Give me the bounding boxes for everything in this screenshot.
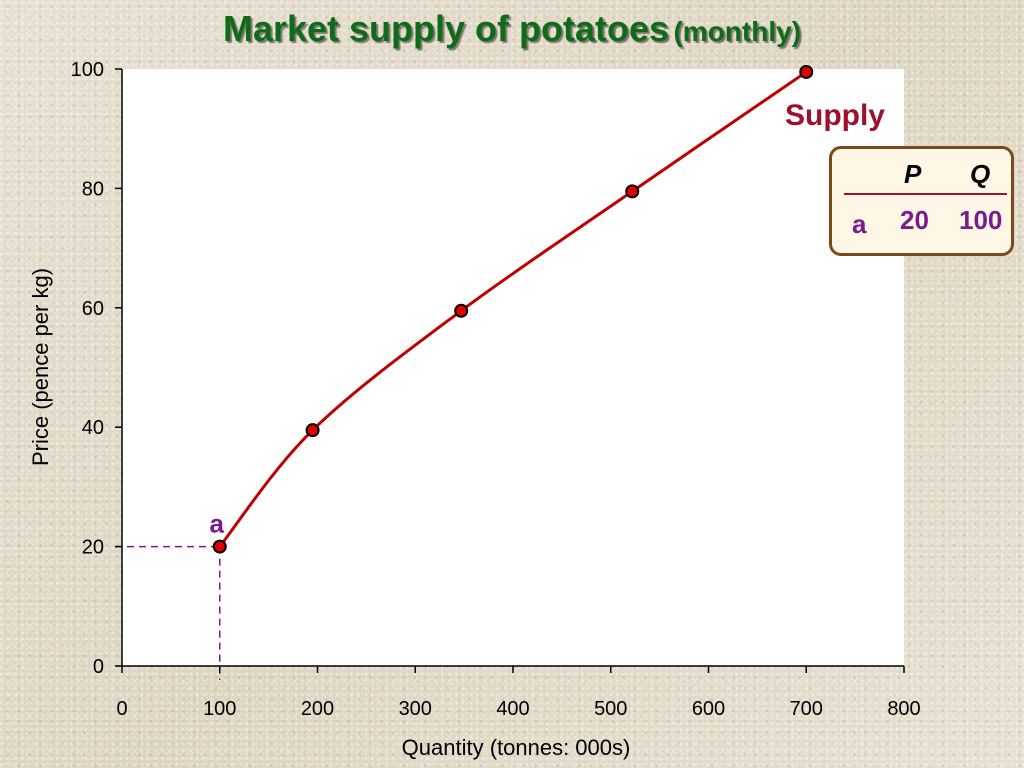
data-points	[212, 64, 814, 554]
table-cell-p: 20	[900, 205, 929, 235]
y-tick-label: 40	[82, 417, 104, 439]
data-point	[799, 64, 814, 79]
pq-table: P Q a 20 100	[829, 146, 1014, 256]
data-point	[625, 184, 640, 199]
x-tick-label: 800	[887, 698, 920, 720]
x-tick-label: 400	[496, 698, 529, 720]
y-axis-ticks: 0 20 40 60 80 100	[71, 59, 122, 678]
table-row-label: a	[852, 209, 867, 239]
x-tick-label: 500	[594, 698, 627, 720]
guide-lines	[115, 545, 221, 680]
point-label-a: a	[210, 509, 225, 539]
x-axis-ticks: 0 100 200 300 400 500 600 700 800	[116, 666, 921, 720]
plot-area	[122, 69, 904, 666]
y-tick-label: 100	[71, 59, 104, 81]
table-cell-q: 100	[959, 205, 1003, 235]
x-tick-label: 600	[692, 698, 725, 720]
y-tick-label: 80	[82, 178, 104, 200]
page-title: Market supply of potatoes (monthly)	[0, 8, 1024, 50]
x-tick-label: 700	[790, 698, 823, 720]
table-header-p: P	[904, 159, 922, 189]
table-divider	[844, 193, 1007, 195]
x-tick-label: 0	[116, 698, 127, 720]
title-sub: (monthly)	[673, 16, 802, 47]
y-tick-label: 20	[82, 537, 104, 559]
x-tick-label: 300	[399, 698, 432, 720]
y-tick-label: 0	[93, 656, 104, 678]
y-tick-label: 60	[82, 298, 104, 320]
table-header-q: Q	[970, 159, 991, 189]
x-axis-title: Quantity (tonnes: 000s)	[402, 735, 631, 760]
data-point	[454, 303, 469, 318]
series-label-supply: Supply	[785, 99, 885, 132]
data-point	[305, 423, 320, 438]
data-point	[212, 539, 227, 554]
x-tick-label: 200	[301, 698, 334, 720]
x-tick-label: 100	[203, 698, 236, 720]
y-axis-title: Price (pence per kg)	[28, 268, 53, 466]
title-main: Market supply of potatoes	[222, 8, 670, 49]
